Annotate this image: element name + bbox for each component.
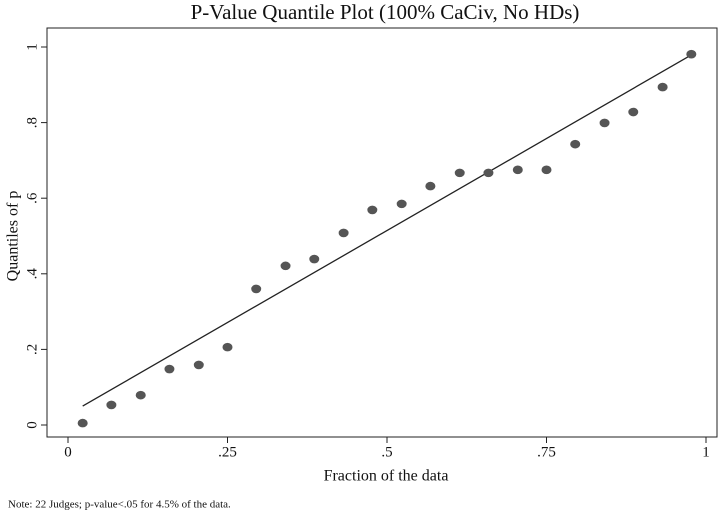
point [338,228,349,238]
point [106,400,117,410]
point [541,165,552,175]
point [454,168,465,178]
y-tick-label: 0 [24,421,40,429]
note: Note: 22 Judges; p-value<.05 for 4.5% of… [8,499,231,511]
x-tick-label: .5 [381,444,392,460]
point [251,284,262,294]
point [77,418,88,428]
point [367,205,378,215]
y-tick-label: .8 [24,117,40,128]
x-tick-label: .25 [218,444,237,460]
x-tick-label: 1 [702,444,710,460]
point [135,390,146,400]
point [599,118,610,128]
x-axis-label: Fraction of the data [324,468,449,485]
plot-frame [46,27,718,438]
point [280,261,291,271]
point [222,342,233,352]
chart-title: P-Value Quantile Plot (100% CaCiv, No HD… [191,0,580,24]
y-tick-label: .2 [24,344,40,355]
point [396,199,407,209]
y-tick-label: .4 [24,268,40,280]
point [570,139,581,149]
point [657,82,668,92]
point [483,168,494,178]
y-tick-label: .6 [24,192,40,204]
point [425,181,436,191]
point [628,107,639,117]
y-axis-label: Quantiles of p [5,191,22,282]
point [686,49,697,59]
x-tick-label: .75 [537,444,556,460]
point [193,360,204,370]
point [309,254,320,264]
point [512,165,523,175]
x-tick-label: 0 [64,444,72,460]
y-tick-label: 1 [24,43,40,51]
reference-line [82,54,692,407]
point [164,364,175,374]
